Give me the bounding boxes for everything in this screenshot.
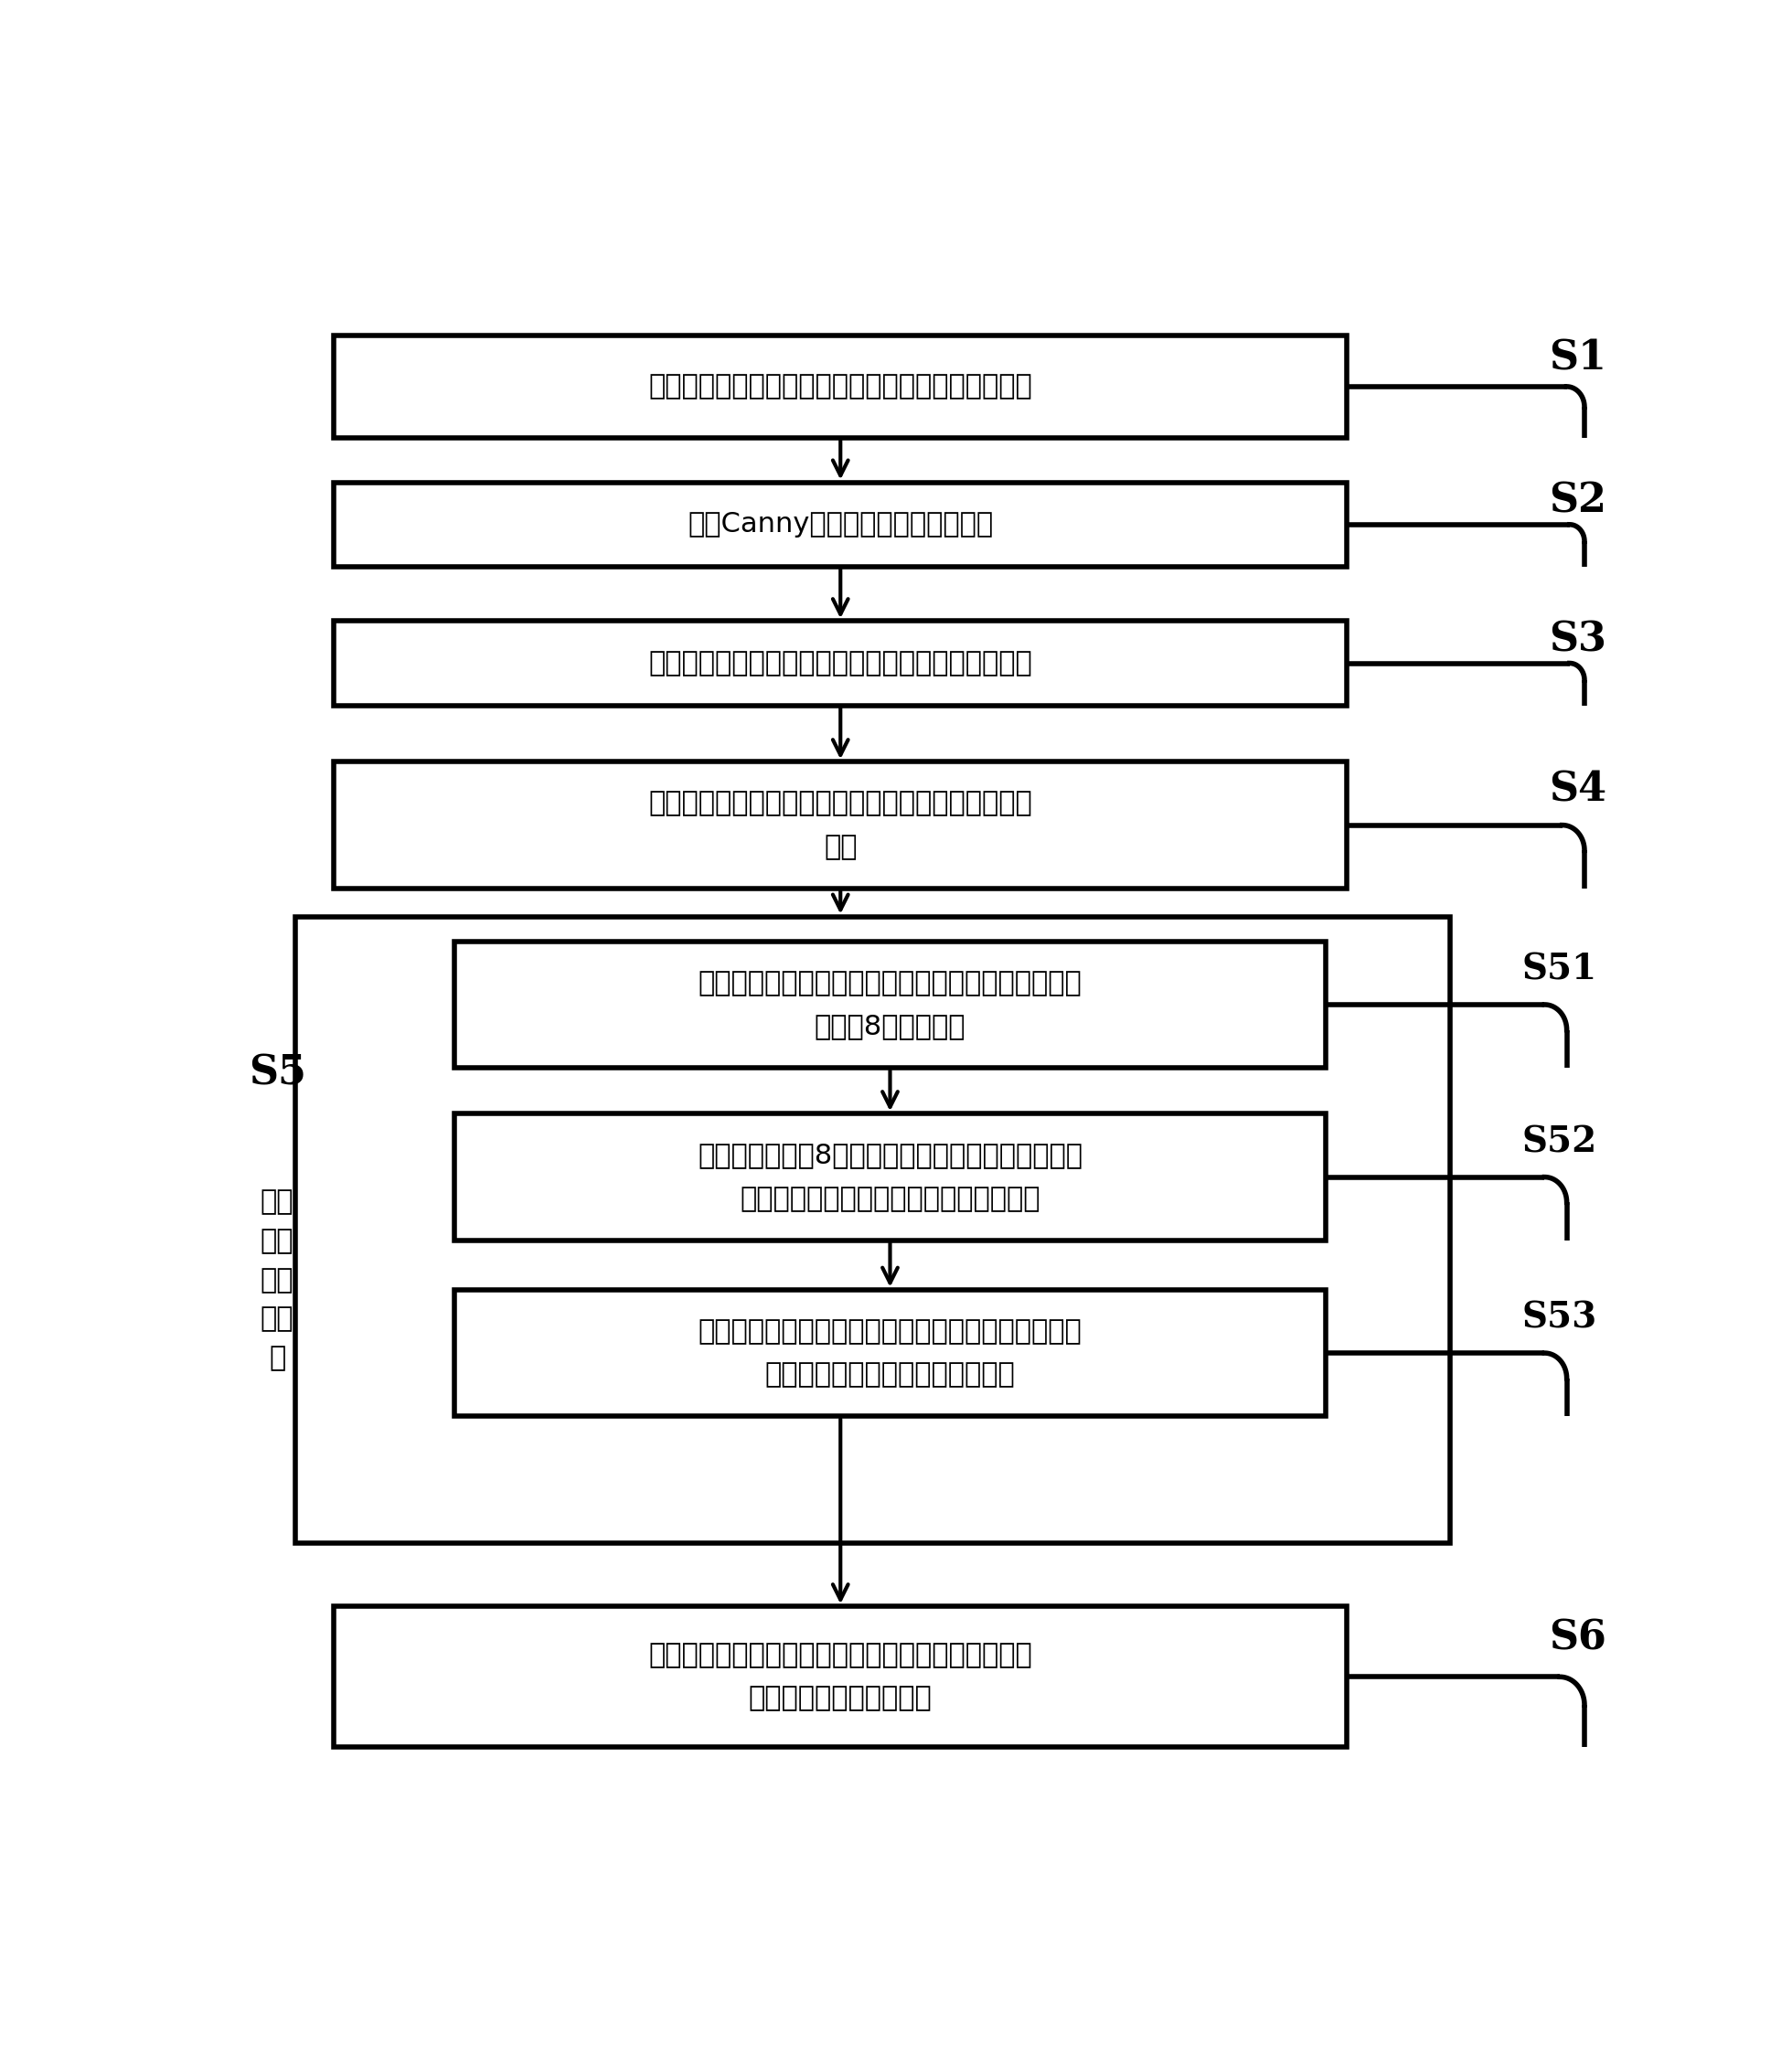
Text: S3: S3 xyxy=(1548,620,1606,659)
Text: 根据曲线支撑区域内各像素点的灰度排序进行子集合
划分: 根据曲线支撑区域内各像素点的灰度排序进行子集合 划分 xyxy=(649,789,1032,859)
Bar xyxy=(333,335,1348,438)
Bar xyxy=(333,622,1348,705)
Text: S52: S52 xyxy=(1521,1124,1597,1159)
Bar xyxy=(455,1289,1326,1417)
Text: S5: S5 xyxy=(249,1054,306,1093)
Text: 通过确定曲线上各点的支撑区域确定曲线的支撑区域: 通过确定曲线上各点的支撑区域确定曲线的支撑区域 xyxy=(649,651,1032,676)
Bar xyxy=(455,1114,1326,1240)
Text: 从不同角度拍摄同一场景两幅不同图像并输入计算机: 从不同角度拍摄同一场景两幅不同图像并输入计算机 xyxy=(649,374,1032,401)
Text: S53: S53 xyxy=(1521,1302,1597,1335)
Bar xyxy=(333,481,1348,566)
Text: 利用Canny边缘检测算子检测曲线段: 利用Canny边缘检测算子检测曲线段 xyxy=(688,510,993,537)
Bar xyxy=(333,1607,1348,1748)
Text: S1: S1 xyxy=(1548,339,1606,378)
Bar xyxy=(455,942,1326,1068)
Text: 利用欧氏距离度量匹配描述子之间的相似性并基于双
向匹配准则进行曲线匹配: 利用欧氏距离度量匹配描述子之间的相似性并基于双 向匹配准则进行曲线匹配 xyxy=(649,1642,1032,1713)
Bar xyxy=(333,762,1348,888)
Bar xyxy=(296,917,1450,1543)
Text: 将各子集合的均值描述向量与标准差描述向量组合并
归一化处理后获得曲线匹配描述子: 将各子集合的均值描述向量与标准差描述向量组合并 归一化处理后获得曲线匹配描述子 xyxy=(699,1318,1082,1388)
Text: 通过计算各像素8维描述向量的均值与标准差获得各
子集合的均值描述向量与标准差描述向量: 通过计算各像素8维描述向量的均值与标准差获得各 子集合的均值描述向量与标准差描述… xyxy=(697,1142,1082,1213)
Text: S6: S6 xyxy=(1548,1618,1606,1657)
Text: 计算
曲线
匹配
描述
子: 计算 曲线 匹配 描述 子 xyxy=(260,1188,294,1372)
Text: S51: S51 xyxy=(1521,952,1597,988)
Text: S2: S2 xyxy=(1548,481,1606,521)
Text: S4: S4 xyxy=(1548,771,1606,810)
Text: 根据邻域点与中心点灰度值偏差计算曲线支撑区域内
各点的8维描述向量: 根据邻域点与中心点灰度值偏差计算曲线支撑区域内 各点的8维描述向量 xyxy=(699,969,1082,1039)
